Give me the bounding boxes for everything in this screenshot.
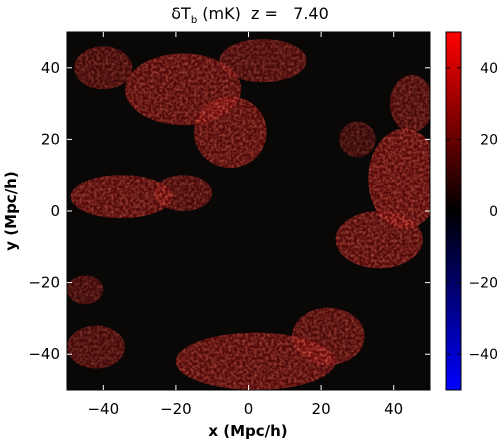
title-delta: δ (171, 4, 181, 23)
colorbar-tick-label: 40 (480, 61, 498, 77)
region-upper-left-arm (194, 96, 267, 169)
title-t: T (180, 4, 191, 23)
colorbar-tick-label: 20 (480, 132, 498, 148)
x-tick-label: 20 (312, 400, 331, 418)
region-upper-far-left (74, 46, 133, 90)
title-rest: (mK) z = 7.40 (197, 4, 329, 23)
region-bottom-left (67, 325, 126, 369)
colorbar-tick-label: −20 (468, 276, 498, 292)
colorbar-tick-label: 0 (489, 204, 498, 220)
x-tick-label: −40 (87, 400, 119, 418)
x-tick-label: 0 (244, 400, 254, 418)
region-right-top (390, 75, 430, 132)
region-right-middle (368, 129, 430, 229)
region-upper-right-small (339, 121, 376, 157)
y-axis-ticks: −40 −20 0 20 40 (28, 59, 430, 363)
y-tick-label: −40 (28, 345, 60, 363)
y-tick-label: 40 (41, 59, 60, 77)
x-axis-label: x (Mpc/h) (208, 422, 287, 440)
region-bottom-right (292, 307, 365, 365)
y-axis-label: y (Mpc/h) (2, 171, 20, 250)
region-top-center (219, 39, 306, 83)
colorbar-tick-label: −40 (468, 347, 498, 363)
y-tick-label: 20 (41, 130, 60, 148)
x-tick-label: −20 (160, 400, 192, 418)
y-tick-label: −20 (28, 274, 60, 292)
region-left-lower (67, 275, 104, 305)
x-axis-ticks: −40 −20 0 20 40 (87, 32, 403, 418)
y-tick-label: 0 (50, 202, 60, 220)
region-left-middle-2 (154, 175, 213, 212)
title-sub: b (191, 15, 197, 26)
emission-regions (67, 39, 430, 390)
chart-title: δTb (mK) z = 7.40 (171, 4, 329, 26)
x-tick-label: 40 (384, 400, 403, 418)
colorbar-ticks: 40 20 0 −20 −40 (446, 61, 498, 363)
region-right-lower (335, 211, 423, 269)
